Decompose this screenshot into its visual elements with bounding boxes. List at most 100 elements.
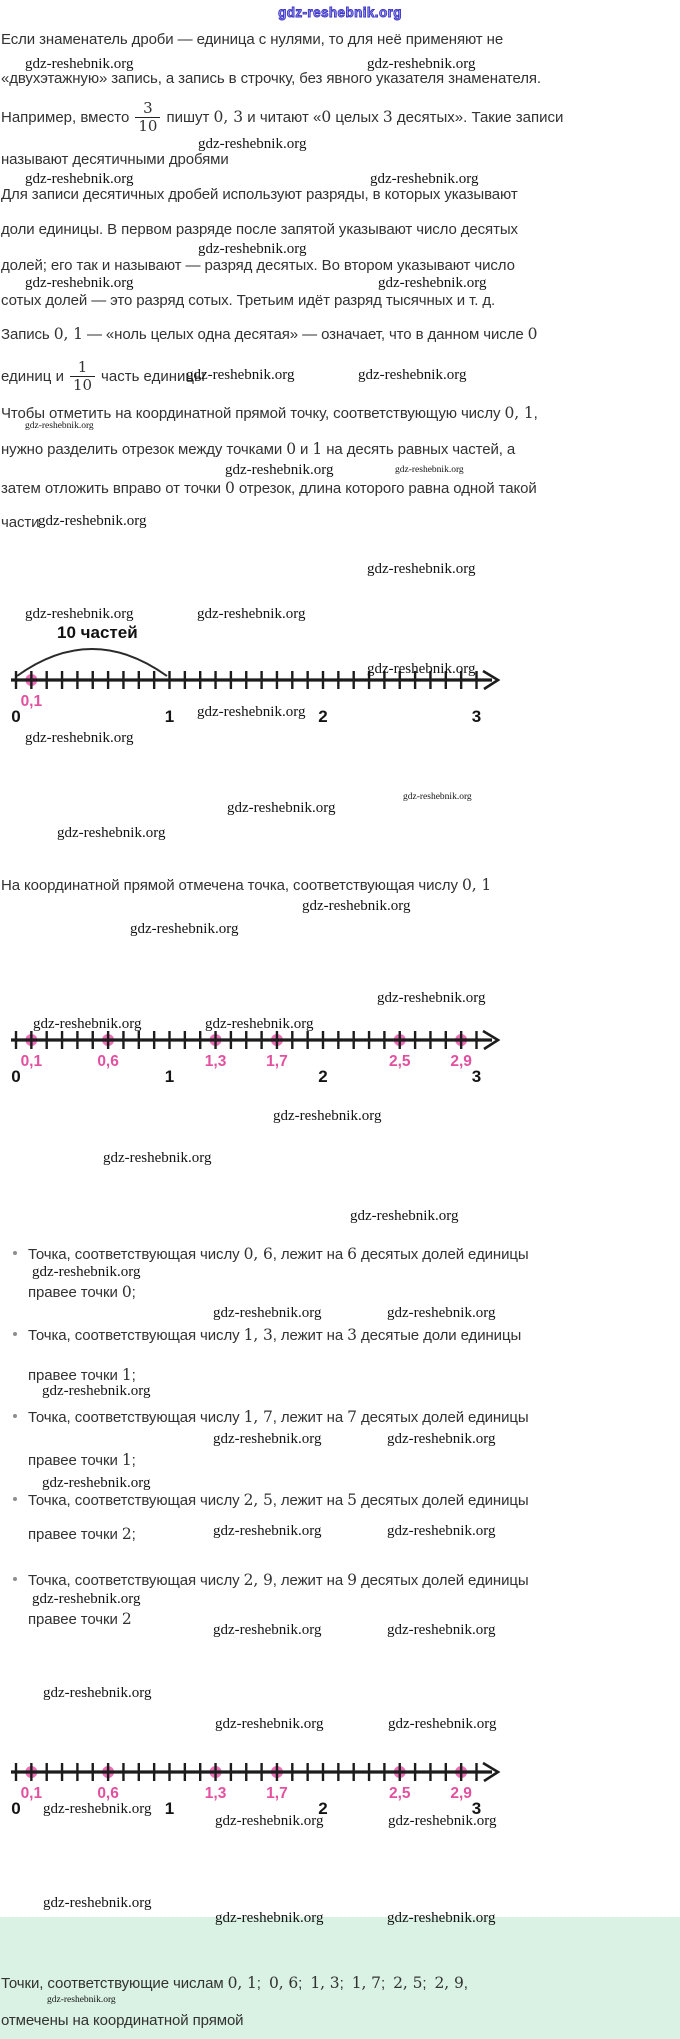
watermark: gdz-reshebnik.org (273, 1108, 382, 1124)
integer-label: 3 (472, 1799, 481, 1818)
bullet-item-text: Точка, соответствующая числу 1, 7, лежит… (28, 1408, 529, 1426)
paragraph-line-with-fraction: единиц и 1 10 часть единицы (1, 350, 205, 402)
bullet-item-text: Точка, соответствующая числу 2, 5, лежит… (28, 1491, 529, 1509)
paragraph-line: долей; его так и называют — разряд десят… (1, 257, 515, 274)
axis-arrow (482, 669, 501, 691)
bullet-marker (13, 1497, 17, 1501)
paragraph-line: называют десятичными дробями (1, 151, 229, 168)
axis-arrow (482, 1761, 501, 1783)
footer-line: Точки, соответствующие числам 0, 1; 0, 6… (1, 1974, 468, 1992)
watermark: gdz-reshebnik.org (43, 1685, 152, 1701)
fraction-numerator: 1 (77, 358, 88, 376)
point-label: 2,9 (450, 1785, 472, 1802)
bullet-marker (13, 1251, 17, 1255)
watermark: gdz-reshebnik.org (25, 56, 134, 72)
number-line-diagram: 0,1 0,6 1,3 1,7 2,5 2,9 0 1 2 3 (11, 1029, 501, 1086)
paragraph-line: «двухэтажную» запись, а запись в строчку… (1, 70, 541, 87)
watermark: gdz-reshebnik.org (42, 1383, 151, 1399)
integer-label: 2 (318, 1799, 327, 1818)
fraction-denominator: 10 (69, 375, 96, 394)
watermark: gdz-reshebnik.org (213, 1305, 322, 1321)
watermark: gdz-reshebnik.org (225, 462, 334, 478)
paragraph-line: Если знаменатель дроби — единица с нулям… (1, 31, 504, 48)
bullet-item-text: Точка, соответствующая числу 0, 6, лежит… (28, 1245, 529, 1263)
watermark: gdz-reshebnik.org (42, 1475, 151, 1491)
paragraph-line: доли единицы. В первом разряде после зап… (1, 221, 518, 238)
watermark: gdz-reshebnik.org (213, 1622, 322, 1638)
text-after-fraction: пишут 0, 3 и читают «0 целых 3 десятых».… (166, 108, 564, 126)
paragraph-line: части (1, 514, 40, 531)
watermark: gdz-reshebnik.org (186, 367, 295, 383)
point-label: 0,1 (21, 693, 43, 710)
watermark: gdz-reshebnik.org (367, 661, 476, 677)
watermark: gdz-reshebnik.org (47, 1995, 116, 2005)
watermark: gdz-reshebnik.org (215, 1813, 324, 1829)
axis-arrow (482, 1029, 501, 1051)
fraction-numerator: 3 (143, 99, 153, 117)
number-line-diagram: 0,10 1 2 3 (11, 648, 501, 726)
watermark: gdz-reshebnik.org (198, 241, 307, 257)
paragraph-line: затем отложить вправо от точки 0 отрезок… (1, 479, 537, 497)
paragraph-line: Запись 0, 1 — «ноль целых одна десятая» … (1, 325, 538, 343)
bullet-marker (13, 1332, 17, 1336)
paragraph-line: сотых долей — это разряд сотых. Третьим … (1, 292, 496, 309)
watermark: gdz-reshebnik.org (130, 921, 239, 937)
watermark: gdz-reshebnik.org (25, 730, 134, 746)
integer-label: 2 (318, 707, 327, 726)
watermark: gdz-reshebnik.org (213, 1523, 322, 1539)
watermark: gdz-reshebnik.org (377, 990, 486, 1006)
watermark: gdz-reshebnik.org (227, 800, 336, 816)
watermark: gdz-reshebnik.org (395, 465, 464, 475)
integer-label: 1 (165, 1799, 174, 1818)
watermark: gdz-reshebnik.org (25, 421, 94, 431)
watermark: gdz-reshebnik.org (388, 1716, 497, 1732)
integer-label: 1 (165, 1067, 174, 1086)
bullet-item-subtext: правее точки 2 (28, 1610, 132, 1628)
watermark: gdz-reshebnik.org (387, 1305, 496, 1321)
watermark: gdz-reshebnik.org (370, 171, 479, 187)
text-after-fraction: часть единицы (101, 367, 205, 385)
bullet-item-subtext: правее точки 0; (28, 1283, 136, 1301)
text-before-fraction: Например, вместо (1, 108, 130, 126)
number-line-diagram: 0,1 0,6 1,3 1,7 2,5 2,9 0 1 2 3 (11, 1761, 501, 1818)
watermark: gdz-reshebnik.org (387, 1622, 496, 1638)
watermark: gdz-reshebnik.org (302, 898, 411, 914)
bullet-item-subtext: правее точки 2; (28, 1525, 136, 1543)
integer-label: 1 (165, 707, 174, 726)
integer-label: 0 (11, 707, 20, 726)
watermark: gdz-reshebnik.org (215, 1910, 324, 1926)
arc-label-10-parts: 10 частей (57, 623, 138, 642)
watermark: gdz-reshebnik.org (57, 825, 166, 841)
watermark: gdz-reshebnik.org (388, 1813, 497, 1829)
integer-label: 0 (11, 1067, 20, 1086)
point-label: 0,1 (21, 1785, 43, 1802)
bullet-marker (13, 1577, 17, 1581)
fraction-denominator: 10 (135, 116, 161, 135)
watermark: gdz-reshebnik.org (403, 792, 472, 802)
bullet-item-text: Точка, соответствующая числу 2, 9, лежит… (28, 1571, 529, 1589)
watermark: gdz-reshebnik.org (32, 1591, 141, 1607)
watermark: gdz-reshebnik.org (387, 1431, 496, 1447)
bullet-item-subtext: правее точки 1; (28, 1451, 136, 1469)
paragraph-line-with-fraction: Например, вместо 3 10 пишут 0, 3 и читаю… (1, 94, 563, 140)
watermark: gdz-reshebnik.org (198, 136, 307, 152)
point-label: 2,5 (389, 1053, 411, 1070)
footer-line: отмечены на координатной прямой (1, 2012, 244, 2029)
integer-label: 2 (318, 1067, 327, 1086)
watermark: gdz-reshebnik.org (33, 1016, 142, 1032)
watermark: gdz-reshebnik.org (215, 1716, 324, 1732)
watermark: gdz-reshebnik.org (25, 275, 134, 291)
watermark: gdz-reshebnik.org (387, 1910, 496, 1926)
watermark: gdz-reshebnik.org (367, 56, 476, 72)
site-logo: gdz-reshebnik.org (278, 5, 402, 21)
watermark: gdz-reshebnik.org (25, 606, 134, 622)
watermark: gdz-reshebnik.org (197, 606, 306, 622)
watermark: gdz-reshebnik.org (32, 1264, 141, 1280)
watermark: gdz-reshebnik.org (213, 1431, 322, 1447)
watermark: gdz-reshebnik.org (25, 171, 134, 187)
point-label: 1,3 (205, 1785, 227, 1802)
text-before-fraction: единиц и (1, 367, 64, 385)
watermark: gdz-reshebnik.org (38, 513, 147, 529)
integer-label: 3 (472, 1067, 481, 1086)
